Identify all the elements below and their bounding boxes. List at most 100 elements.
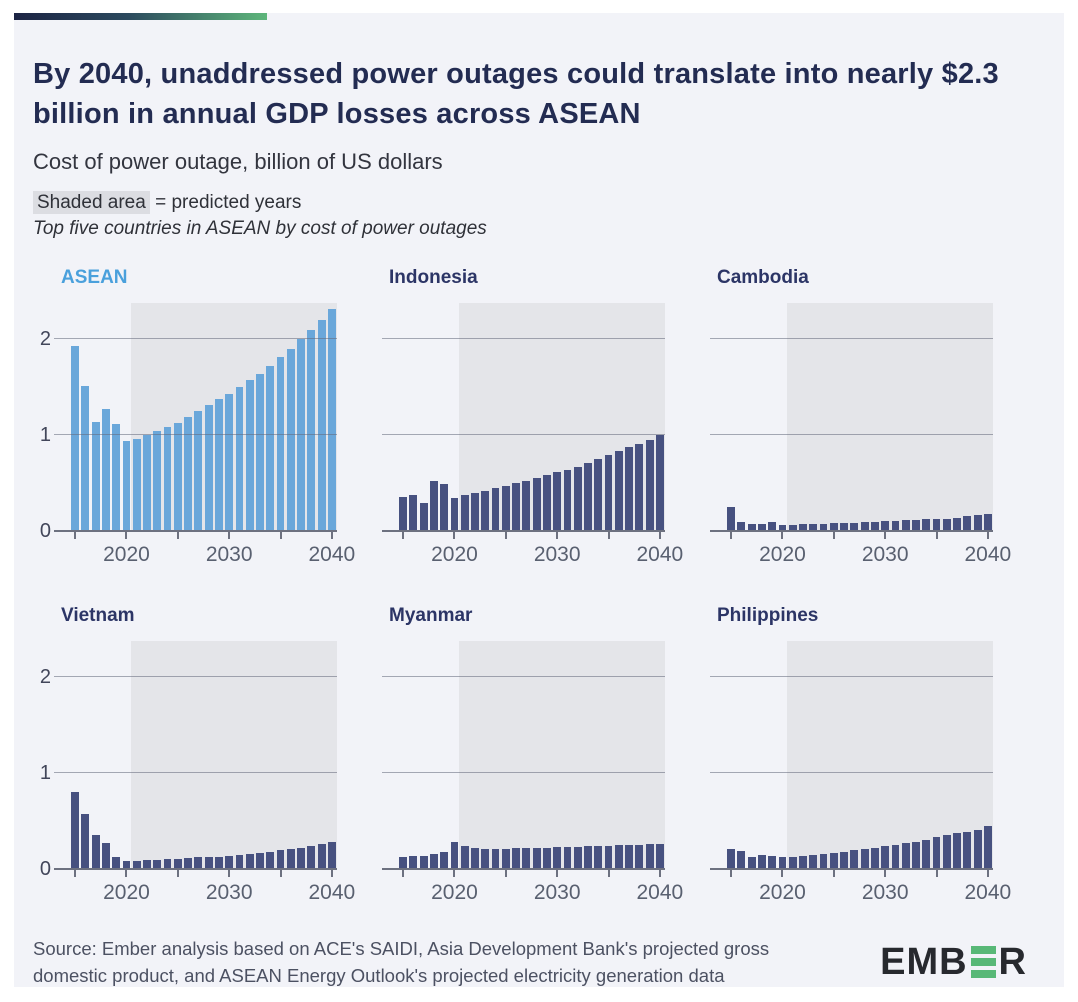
bar-cambodia-2017 <box>747 524 756 531</box>
bar-cambodia-2031 <box>891 521 900 531</box>
gridline-2 <box>54 676 337 677</box>
bar-asean-2038 <box>307 330 316 531</box>
bar-vietnam-2031 <box>235 855 244 869</box>
chart-title-indonesia: Indonesia <box>389 267 478 288</box>
x-axis-line <box>382 530 665 532</box>
bar-indonesia-2018 <box>430 481 438 531</box>
bar-asean-2025 <box>173 423 182 531</box>
x-tick-2025 <box>832 532 835 539</box>
bar-asean-2034 <box>266 366 275 531</box>
predicted-years-shade <box>458 641 665 869</box>
x-tick-2030 <box>228 532 231 539</box>
x-label-2030: 2030 <box>533 881 581 904</box>
bar-philippines-2040 <box>983 826 992 869</box>
bar-asean-2039 <box>317 320 326 531</box>
shaded-area-swatch: Shaded area <box>33 191 150 214</box>
bar-indonesia-2027 <box>522 481 531 531</box>
bar-cambodia-2030 <box>881 521 890 531</box>
bar-cambodia-2024 <box>819 524 828 531</box>
bar-cambodia-2035 <box>932 519 941 531</box>
chart-asean: ASEAN 0 1 2 2020 2030 2040 <box>33 267 355 575</box>
bar-cambodia-2025 <box>829 523 838 531</box>
bar-indonesia-2029 <box>542 475 551 531</box>
logo-green-e-icon <box>970 946 996 978</box>
bar-myanmar-2032 <box>573 847 582 869</box>
x-tick-2015 <box>74 532 77 539</box>
bar-asean-2040 <box>327 309 336 531</box>
x-axis-line <box>382 868 665 870</box>
gridline-1 <box>710 434 993 435</box>
bar-philippines-2015 <box>727 849 736 869</box>
bar-myanmar-2029 <box>542 848 551 869</box>
bar-philippines-2037 <box>953 833 961 869</box>
x-tick-2025 <box>176 870 179 877</box>
bar-cambodia-2019 <box>768 522 777 531</box>
y-tick-label-2: 2 <box>39 328 51 350</box>
page-subtitle: Cost of power outage, billion of US doll… <box>33 149 443 174</box>
plot-area-cambodia: 2020 2030 2040 <box>710 303 1011 566</box>
x-label-2040: 2040 <box>636 543 684 566</box>
bar-vietnam-2021 <box>132 861 141 869</box>
bar-indonesia-2016 <box>409 495 418 531</box>
bar-cambodia-2023 <box>809 524 818 531</box>
chart-indonesia: Indonesia 2020 2030 2040 <box>382 267 683 575</box>
bar-philippines-2024 <box>819 854 828 869</box>
bar-asean-2015 <box>71 346 80 531</box>
bar-indonesia-2032 <box>573 467 582 531</box>
bar-indonesia-2040 <box>655 435 664 531</box>
x-tick-2020 <box>781 870 784 877</box>
bar-philippines-2032 <box>901 843 910 869</box>
x-tick-2015 <box>402 532 405 539</box>
x-axis-line <box>54 868 337 870</box>
bar-philippines-2033 <box>912 842 920 869</box>
brand-accent-bar <box>14 13 267 20</box>
bar-philippines-2016 <box>737 851 746 869</box>
bar-vietnam-2024 <box>163 859 172 869</box>
x-label-2020: 2020 <box>103 881 150 904</box>
x-tick-2030 <box>556 532 559 539</box>
x-tick-2035 <box>279 870 282 877</box>
chart-card: By 2040, unaddressed power outages could… <box>14 13 1064 987</box>
bar-asean-2027 <box>194 411 203 531</box>
bar-indonesia-2021 <box>460 495 469 531</box>
x-label-2020: 2020 <box>431 881 478 904</box>
bar-myanmar-2037 <box>625 845 633 869</box>
x-tick-2025 <box>504 870 507 877</box>
bar-asean-2017 <box>91 422 100 531</box>
bar-vietnam-2017 <box>91 835 100 869</box>
bar-asean-2023 <box>153 431 162 531</box>
x-tick-2035 <box>607 870 610 877</box>
bar-vietnam-2018 <box>102 843 110 869</box>
bar-vietnam-2032 <box>245 854 254 869</box>
bar-asean-2016 <box>81 386 90 531</box>
gridline-1 <box>382 772 665 773</box>
bar-vietnam-2030 <box>225 856 234 869</box>
bar-vietnam-2023 <box>153 860 162 869</box>
x-label-2030: 2030 <box>861 881 909 904</box>
bar-philippines-2038 <box>963 832 972 869</box>
bar-asean-2033 <box>256 374 264 531</box>
source-attribution: Source: Ember analysis based on ACE's SA… <box>33 938 770 986</box>
bar-vietnam-2033 <box>256 853 264 869</box>
bar-vietnam-2035 <box>276 850 285 869</box>
bar-myanmar-2016 <box>409 856 418 869</box>
x-tick-2025 <box>832 870 835 877</box>
bar-asean-2035 <box>276 357 285 531</box>
bar-cambodia-2033 <box>912 520 920 531</box>
bar-cambodia-2029 <box>870 522 879 531</box>
x-tick-2015 <box>730 870 733 877</box>
bar-vietnam-2015 <box>71 792 80 869</box>
bar-cambodia-2032 <box>901 520 910 531</box>
bar-philippines-2029 <box>870 848 879 869</box>
bar-cambodia-2038 <box>963 516 972 531</box>
bar-philippines-2035 <box>932 837 941 869</box>
bar-indonesia-2024 <box>491 488 500 531</box>
bar-indonesia-2037 <box>625 447 633 531</box>
bar-cambodia-2020 <box>778 525 787 531</box>
bar-myanmar-2040 <box>655 844 664 869</box>
bar-myanmar-2034 <box>594 846 603 869</box>
bar-indonesia-2031 <box>563 470 572 531</box>
bar-myanmar-2038 <box>635 845 644 869</box>
bar-vietnam-2038 <box>307 846 316 869</box>
predicted-years-shade <box>130 641 337 869</box>
